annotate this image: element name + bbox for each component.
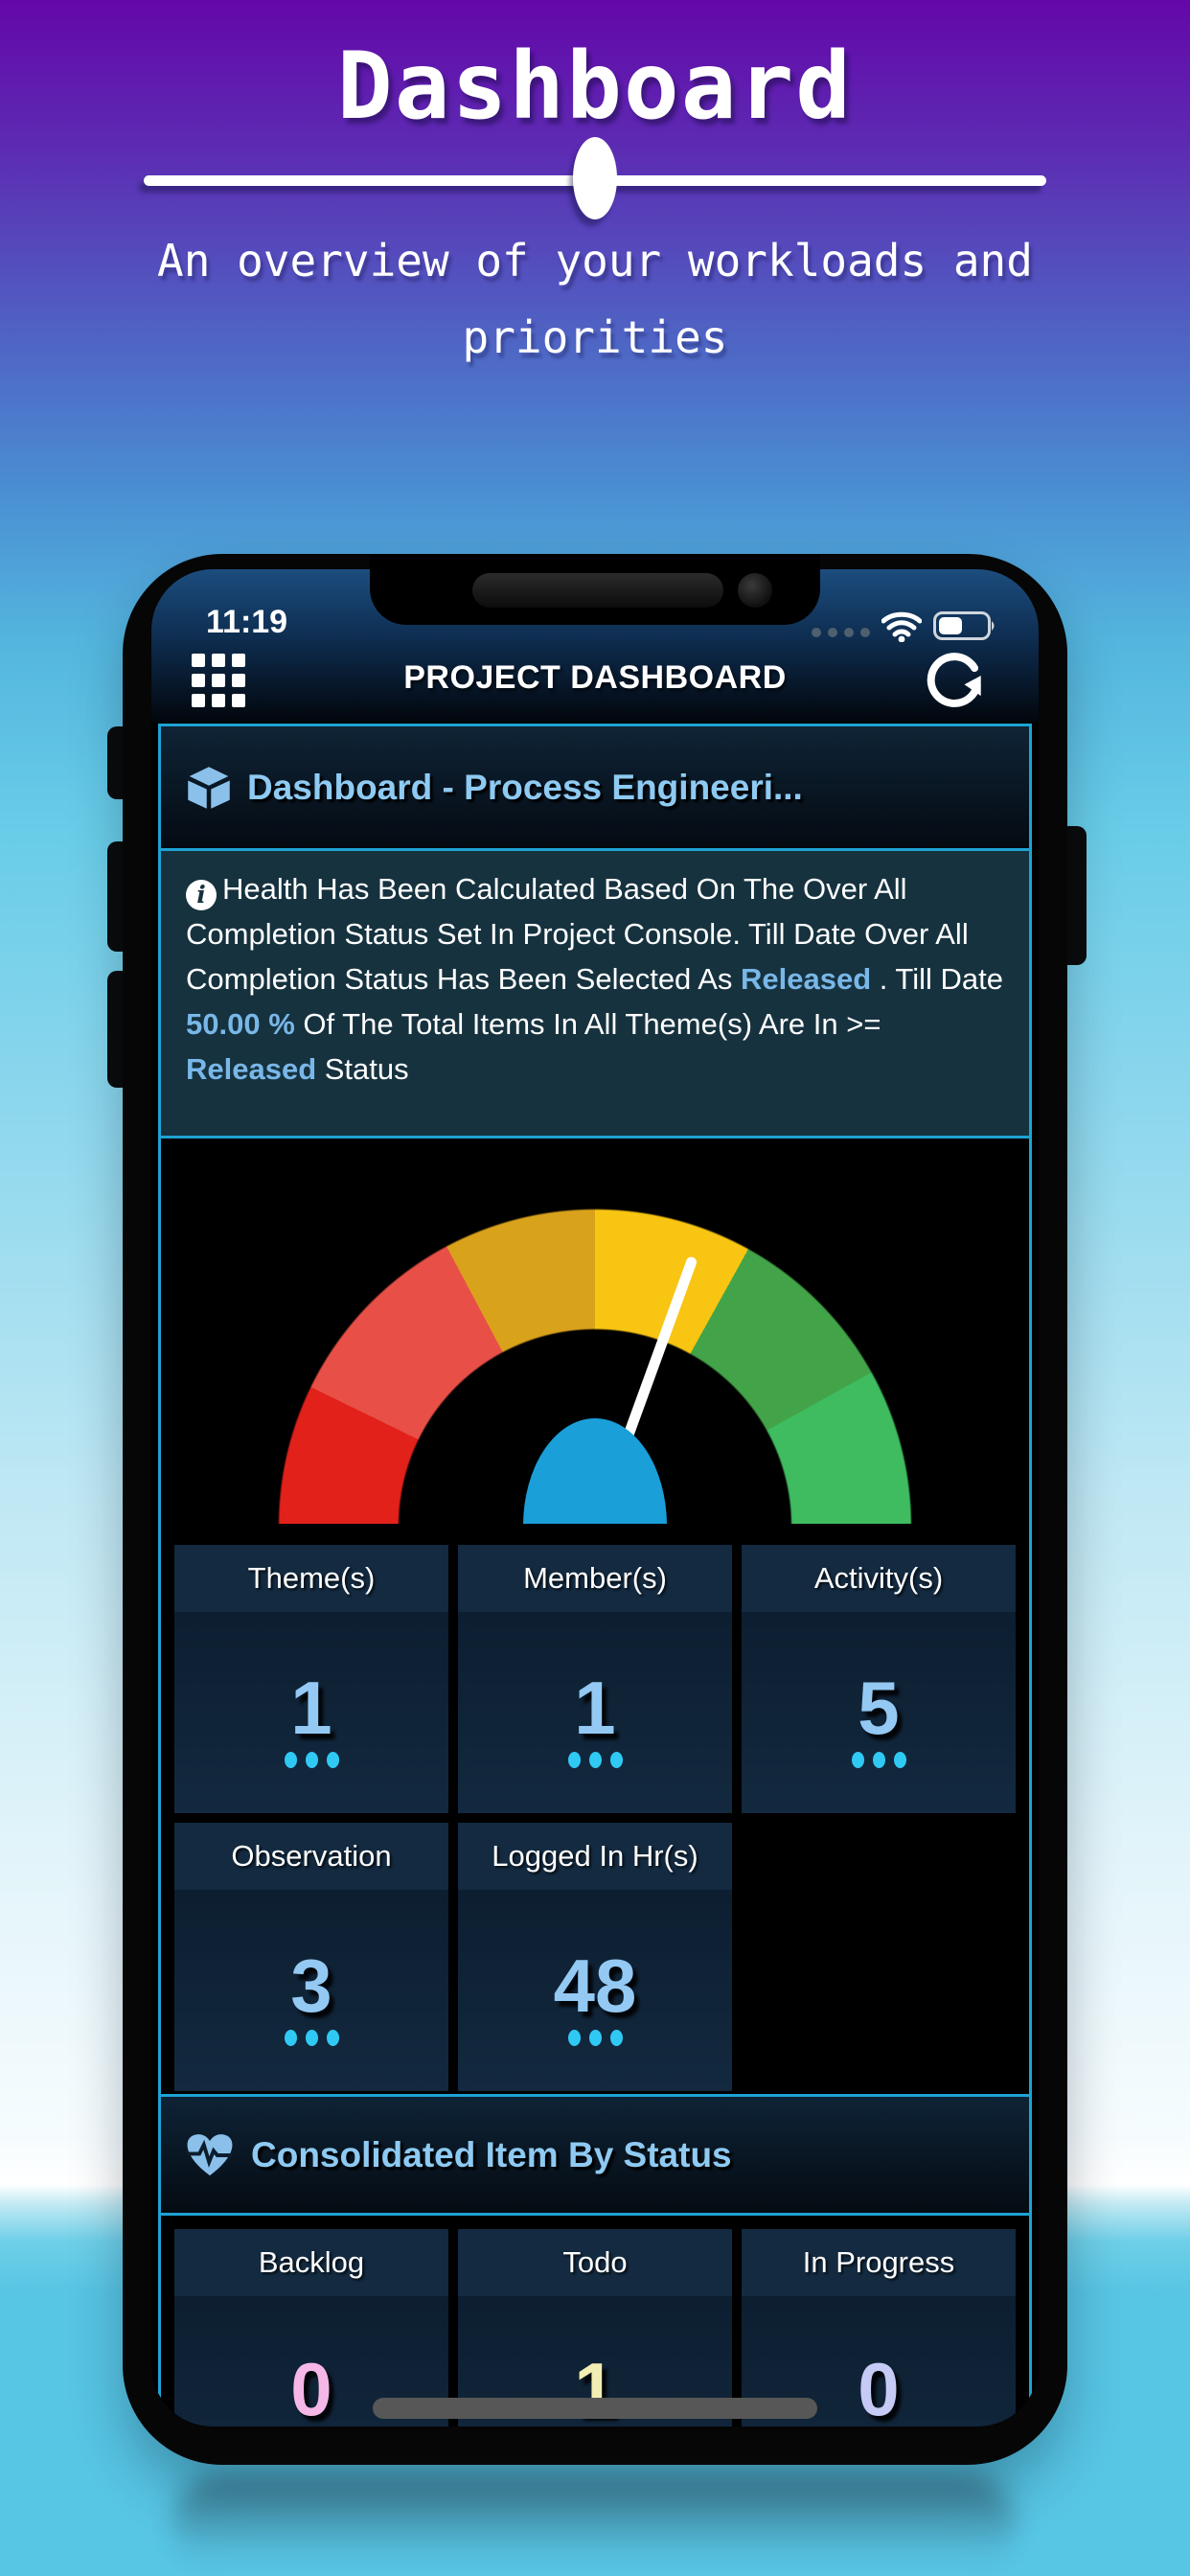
page-title: Dashboard [336, 33, 854, 140]
stat-label: Logged In Hr(s) [458, 1823, 732, 1890]
dashboard-card: Dashboard - Process Engineeri... i Health… [158, 724, 1032, 2426]
ellipsis-icon[interactable] [284, 1752, 339, 1768]
stat-label: Observation [174, 1823, 448, 1890]
stat-value: 1 [290, 1666, 332, 1750]
stat-tile-themes[interactable]: Theme(s) 1 [174, 1545, 448, 1813]
status-grid: Backlog 0 Todo 1 In Progress 0 [161, 2216, 1029, 2426]
status-tile-todo[interactable]: Todo 1 [458, 2229, 732, 2426]
info-icon: i [186, 879, 217, 910]
stat-value: 48 [553, 1944, 637, 2028]
speaker-grill [472, 573, 723, 608]
info-text: Status [316, 1052, 409, 1086]
phone-screen: 11:19 [151, 569, 1039, 2426]
status-label: Backlog [174, 2229, 448, 2296]
menu-grid-button[interactable] [192, 654, 247, 707]
app-title: PROJECT DASHBOARD [403, 659, 787, 696]
status-tile-backlog[interactable]: Backlog 0 [174, 2229, 448, 2426]
stat-tile-members[interactable]: Member(s) 1 [458, 1545, 732, 1813]
stat-tile-observation[interactable]: Observation 3 [174, 1823, 448, 2091]
card-title: Dashboard - Process Engineeri... [247, 767, 803, 807]
status-label: Todo [458, 2229, 732, 2296]
status-label: In Progress [742, 2229, 1016, 2296]
info-text: Of The Total Items In All Theme(s) Are I… [294, 1007, 881, 1041]
stat-value: 3 [290, 1944, 332, 2028]
info-highlight: Released [186, 1052, 317, 1086]
status-icons [812, 611, 996, 642]
home-indicator[interactable] [373, 2398, 817, 2419]
stats-grid: Theme(s) 1 Member(s) 1 Activity(s) 5 [161, 1524, 1029, 2097]
nav-bar: PROJECT DASHBOARD [151, 648, 1039, 711]
info-text: Health Has Been Calculated Based On The … [186, 872, 969, 996]
health-info-section: i Health Has Been Calculated Based On The… [161, 851, 1029, 1138]
wifi-icon [881, 611, 922, 642]
status-section-title: Consolidated Item By Status [251, 2134, 732, 2174]
status-value: 0 [858, 2347, 900, 2426]
battery-icon [933, 611, 995, 640]
ellipsis-icon[interactable] [851, 1752, 906, 1768]
heart-pulse-icon [187, 2133, 233, 2175]
stat-value: 5 [858, 1666, 900, 1750]
info-highlight: 50.00 % [186, 1007, 295, 1041]
card-title-section: Dashboard - Process Engineeri... [161, 726, 1029, 851]
status-section-header: Consolidated Item By Status [161, 2097, 1029, 2216]
stat-tile-activities[interactable]: Activity(s) 5 [742, 1545, 1016, 1813]
stat-tile-logged-hours[interactable]: Logged In Hr(s) 48 [458, 1823, 732, 2091]
front-camera [738, 573, 772, 608]
stat-label: Member(s) [458, 1545, 732, 1612]
empty-cell [742, 1823, 1016, 2091]
info-text: . Till Date [871, 962, 1003, 996]
info-highlight: Released [741, 962, 872, 996]
status-time: 11:19 [206, 604, 288, 640]
ellipsis-icon[interactable] [284, 2030, 339, 2046]
phone-frame: 11:19 [123, 554, 1067, 2465]
status-tile-inprogress[interactable]: In Progress 0 [742, 2229, 1016, 2426]
ellipsis-icon[interactable] [567, 1752, 623, 1768]
phone-reflection [172, 2474, 1016, 2572]
stat-label: Theme(s) [174, 1545, 448, 1612]
refresh-button[interactable] [923, 648, 986, 711]
page-subtitle: An overview of your workloads and priori… [157, 235, 1033, 363]
health-gauge-section [161, 1138, 1029, 1524]
notch [370, 554, 820, 625]
cellular-signal-icon [812, 628, 870, 637]
divider-dot [573, 137, 617, 219]
status-value: 0 [290, 2347, 332, 2426]
stat-value: 1 [574, 1666, 616, 1750]
ellipsis-icon[interactable] [567, 2030, 623, 2046]
stat-label: Activity(s) [742, 1545, 1016, 1612]
cube-icon [188, 766, 230, 809]
